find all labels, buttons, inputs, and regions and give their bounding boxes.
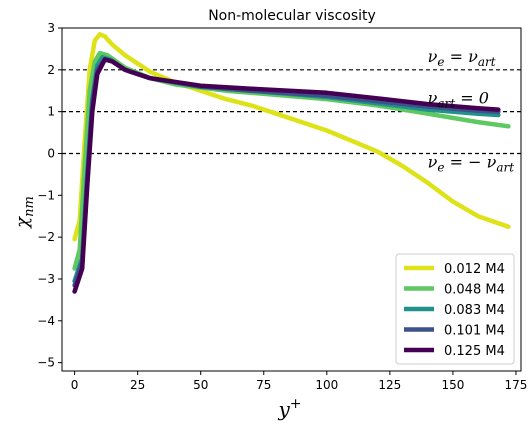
x-tick-label: 0 [71,378,79,392]
reference-labels: νe = νart νart = 0 νe = − νart [428,47,515,175]
y-tick-label: −3 [37,272,55,286]
series-line-4 [72,57,501,294]
x-tick-label: 50 [193,378,208,392]
reference-label-0: νe = νart [428,47,496,69]
legend-label-3: 0.101 M4 [444,324,505,339]
legend-label-0: 0.012 M4 [444,262,505,277]
legend: 0.012 M4 0.048 M4 0.083 M4 0.101 M4 0.125 M4 [395,253,515,365]
chart-title: Non-molecular viscosity [208,8,376,24]
legend-label-1: 0.048 M4 [444,283,505,298]
legend-label-2: 0.083 M4 [444,303,505,318]
legend-label-4: 0.125 M4 [444,344,505,359]
legend-box [395,253,515,365]
reference-label-2: νe = − νart [428,152,515,174]
y-tick-label: 3 [47,21,55,35]
y-tick-label: 2 [47,63,55,77]
plot-frame [61,27,522,372]
y-tick-label: 1 [47,105,55,119]
y-tick-label: −1 [37,188,55,202]
x-tick-label: 100 [315,378,338,392]
x-tick-label: 150 [441,378,464,392]
x-tick-label: 25 [130,378,145,392]
y-tick-label: −5 [37,356,55,370]
y-axis-label: χnm [12,196,37,230]
y-tick-label: −4 [37,314,55,328]
y-axis-ticks: −5 −4 −3 −2 −1 0 1 2 3 [37,21,62,370]
x-axis-ticks: 0 25 50 75 100 125 150 175 [71,371,528,392]
series-line-0 [72,32,511,242]
x-tick-label: 125 [378,378,401,392]
y-tick-label: −2 [37,230,55,244]
reference-label-1: νart = 0 [428,89,489,111]
series-lines [72,32,511,294]
x-axis-label: y+ [277,396,301,421]
y-tick-label: 0 [47,146,55,160]
x-tick-label: 175 [505,378,528,392]
x-tick-label: 75 [256,378,271,392]
